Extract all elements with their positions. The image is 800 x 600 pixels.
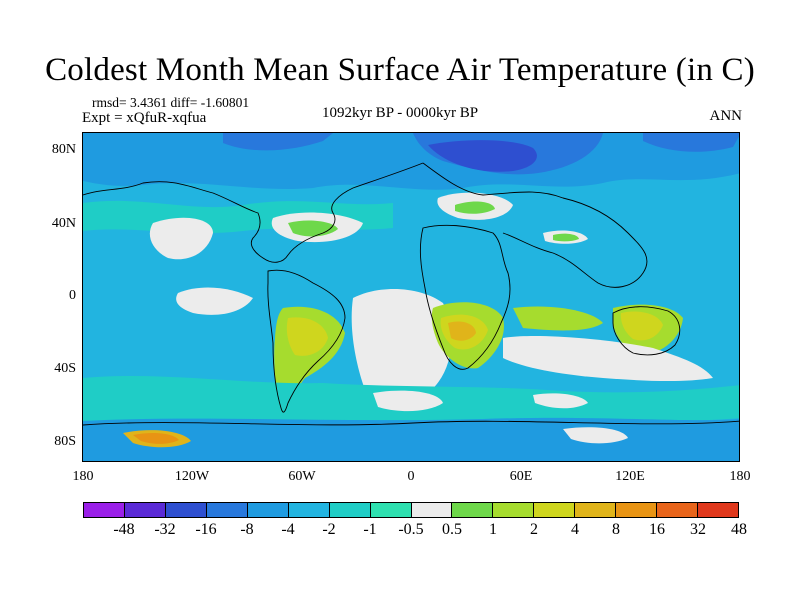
- colorbar-label: 16: [649, 521, 665, 538]
- period-text: 1092kyr BP - 0000kyr BP: [321, 105, 479, 121]
- coast-africa: [419, 224, 511, 370]
- lat-label-80s: 80S: [54, 434, 76, 449]
- colorbar-label: -0.5: [398, 521, 424, 538]
- colorbar-label: -16: [195, 521, 217, 538]
- colorbar-swatch: [534, 503, 576, 517]
- colorbar-label: 2: [530, 521, 538, 538]
- colorbar-swatch: [411, 503, 453, 517]
- colorbar-label: 0.5: [442, 521, 462, 538]
- coast-antarctica: [83, 420, 739, 426]
- map-title: Coldest Month Mean Surface Air Temperatu…: [45, 52, 755, 88]
- coast-north-america: [83, 162, 424, 263]
- colorbar-label: 32: [690, 521, 706, 538]
- warm-africa-8: [448, 321, 476, 341]
- colorbar-label: -4: [281, 521, 295, 538]
- colorbar-swatch: [452, 503, 494, 517]
- colorbar-swatch: [493, 503, 535, 517]
- zero-patch-npac: [149, 217, 213, 260]
- warm-patch-europe: [455, 201, 495, 214]
- lon-label-60w: 60W: [288, 469, 316, 484]
- colorbar-swatch: [329, 503, 371, 517]
- coast-south-america: [267, 269, 346, 413]
- temperature-anomaly-map: [83, 133, 739, 461]
- lat-label-80n: 80N: [51, 142, 76, 157]
- lat-label-40s: 40S: [54, 361, 76, 376]
- zero-band-sio: [503, 336, 713, 382]
- colorbar-swatch: [288, 503, 330, 517]
- colorbar-swatch: [84, 503, 125, 517]
- zero-patch-so-ind: [533, 393, 588, 409]
- coastlines: [83, 162, 739, 426]
- warm-samerica-4: [286, 317, 328, 356]
- zero-patch-antarctic: [563, 427, 628, 444]
- colorbar-label: 4: [571, 521, 579, 538]
- colorbar-label: -8: [240, 521, 254, 538]
- colorbar-label: -2: [322, 521, 336, 538]
- map-panel: [82, 132, 740, 462]
- colorbar-label: 1: [489, 521, 497, 538]
- colorbar-swatch: [575, 503, 617, 517]
- warm-patch-natl: [288, 220, 338, 237]
- colorbar-label: -1: [363, 521, 377, 538]
- zero-patch-so-atl: [373, 390, 443, 412]
- lat-label-eq: 0: [69, 288, 76, 303]
- colorbar-swatch: [165, 503, 207, 517]
- colorbar-swatch: [698, 503, 738, 517]
- warm-antarctic-core: [133, 432, 179, 444]
- colorbar-swatch: [247, 503, 289, 517]
- colorbar-label: -48: [113, 521, 135, 538]
- colorbar-label: 8: [612, 521, 620, 538]
- colorbar-swatch: [657, 503, 699, 517]
- lon-label-0: 0: [407, 469, 415, 484]
- warm-australia-4: [620, 311, 663, 341]
- arctic-band-8-far-east: [643, 133, 739, 152]
- warm-indian-ocean: [513, 306, 603, 331]
- zero-patch-epac: [176, 287, 253, 315]
- colorbar-label: -32: [154, 521, 176, 538]
- coast-eurasia: [422, 162, 648, 288]
- lon-label-120e: 120E: [615, 469, 645, 484]
- coast-australia: [612, 306, 681, 356]
- colorbar-swatch: [124, 503, 166, 517]
- arctic-band-16: [428, 140, 537, 172]
- arctic-band-8-west: [223, 133, 333, 151]
- experiment-text: Expt = xQfuR-xqfua: [82, 110, 207, 126]
- colorbar-label: 48: [731, 521, 747, 538]
- stats-text: rmsd= 3.4361 diff= -1.60801: [92, 95, 250, 110]
- colorbar-swatch: [370, 503, 412, 517]
- colorbar-swatch: [206, 503, 248, 517]
- lon-label-60e: 60E: [509, 469, 533, 484]
- colorbar: [83, 502, 739, 518]
- lon-label-120w: 120W: [174, 469, 210, 484]
- season-text: ANN: [709, 108, 743, 124]
- lon-label-180e: 180: [729, 469, 751, 484]
- lat-label-40n: 40N: [51, 216, 76, 231]
- colorbar-swatch: [616, 503, 658, 517]
- lon-label-180w: 180: [72, 469, 94, 484]
- warm-patch-asia: [553, 233, 579, 242]
- zero-patch-satl: [351, 288, 452, 411]
